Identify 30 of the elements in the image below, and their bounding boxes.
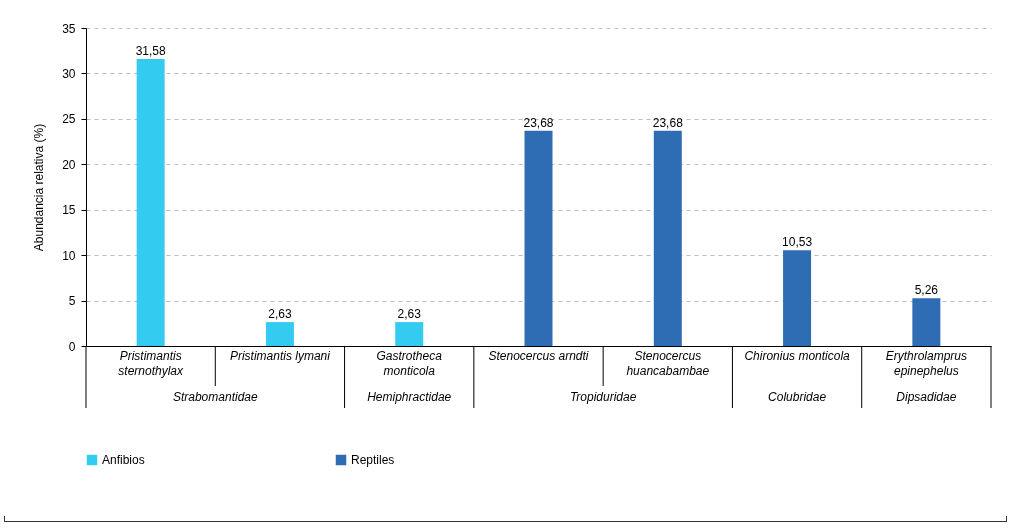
x-tick-label: Stenocercus arndti (488, 348, 589, 363)
x-tick-label: Gastrotheca monticola (376, 348, 443, 378)
y-tick-label: 20 (62, 157, 76, 172)
y-tick-label: 25 (62, 112, 76, 127)
data-label: 2,63 (268, 307, 292, 322)
data-label: 5,26 (914, 283, 939, 298)
data-label: 31,58 (135, 44, 166, 59)
text: Strabomantidae (172, 390, 258, 404)
data-label: 23,68 (523, 115, 554, 130)
y-tick-label: 10 (62, 248, 76, 263)
data-label: 2,63 (397, 307, 422, 322)
y-tick-label: 35 (62, 21, 76, 36)
data-label: 23,68 (652, 115, 684, 130)
y-axis-title: Abundancia relativa (%) (32, 123, 47, 252)
y-tick-label: 30 (62, 66, 76, 81)
x-tick-label: Pristimantis sternothylax (118, 348, 184, 378)
text: Dipsadidae (896, 390, 957, 404)
y-tick-label: 15 (62, 203, 76, 218)
legend-label: Anfibios (102, 453, 145, 467)
y-tick-label: 0 (68, 339, 76, 354)
x-tick-label: Chironius monticola (744, 348, 851, 363)
legend-label: Reptiles (351, 453, 395, 467)
data-label: 10,53 (782, 235, 813, 250)
x-tick-label: Stenocercus huancabambae (626, 348, 710, 378)
text: Hemiphractidae (367, 390, 452, 404)
x-tick-label: Pristimantis lymani (229, 348, 331, 363)
x-tick-label: Erythrolamprus epinephelus (885, 348, 968, 378)
text: Colubridae (768, 390, 827, 404)
text: Tropiduridae (569, 390, 637, 404)
y-tick-label: 5 (68, 294, 76, 309)
